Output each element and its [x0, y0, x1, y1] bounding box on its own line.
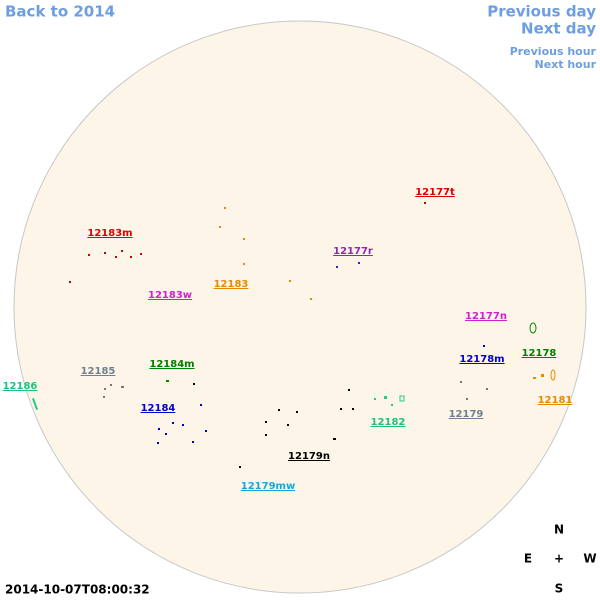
region-label[interactable]: 12185 — [81, 366, 116, 377]
region-label[interactable]: 12186 — [3, 381, 38, 392]
region-label[interactable]: 12184m — [149, 359, 194, 370]
region-label[interactable]: 12181 — [538, 395, 573, 406]
next-hour-link[interactable]: Next hour — [535, 58, 597, 71]
region-label[interactable]: 12183m — [87, 228, 132, 239]
region-label[interactable]: 12177r — [333, 246, 373, 257]
region-label[interactable]: 12184 — [141, 403, 176, 414]
spots — [32, 202, 556, 468]
timestamp: 2014-10-07T08:00:32 — [5, 583, 150, 597]
compass-north: N — [554, 523, 564, 537]
compass-south: S — [555, 582, 564, 596]
region-label[interactable]: 12179 — [449, 409, 484, 420]
region-label[interactable]: 12177n — [465, 311, 507, 322]
previous-day-link[interactable]: Previous day — [487, 3, 596, 21]
region-label[interactable]: 12179n — [288, 451, 330, 462]
region-label[interactable]: 12183 — [214, 279, 249, 290]
compass-west: W — [583, 552, 596, 566]
region-label[interactable]: 12182 — [371, 417, 406, 428]
region-label[interactable]: 12177t — [415, 187, 455, 198]
back-link[interactable]: Back to 2014 — [5, 3, 115, 21]
solar-disk — [13, 20, 587, 594]
region-label[interactable]: 12178 — [522, 348, 557, 359]
previous-hour-link[interactable]: Previous hour — [510, 45, 597, 58]
compass-east: E — [524, 552, 532, 566]
region-label[interactable]: 12178m — [459, 354, 504, 365]
next-day-link[interactable]: Next day — [521, 20, 596, 38]
region-label[interactable]: 12179mw — [241, 481, 295, 492]
compass-center: + — [554, 552, 564, 566]
region-label[interactable]: 12183w — [148, 290, 192, 301]
